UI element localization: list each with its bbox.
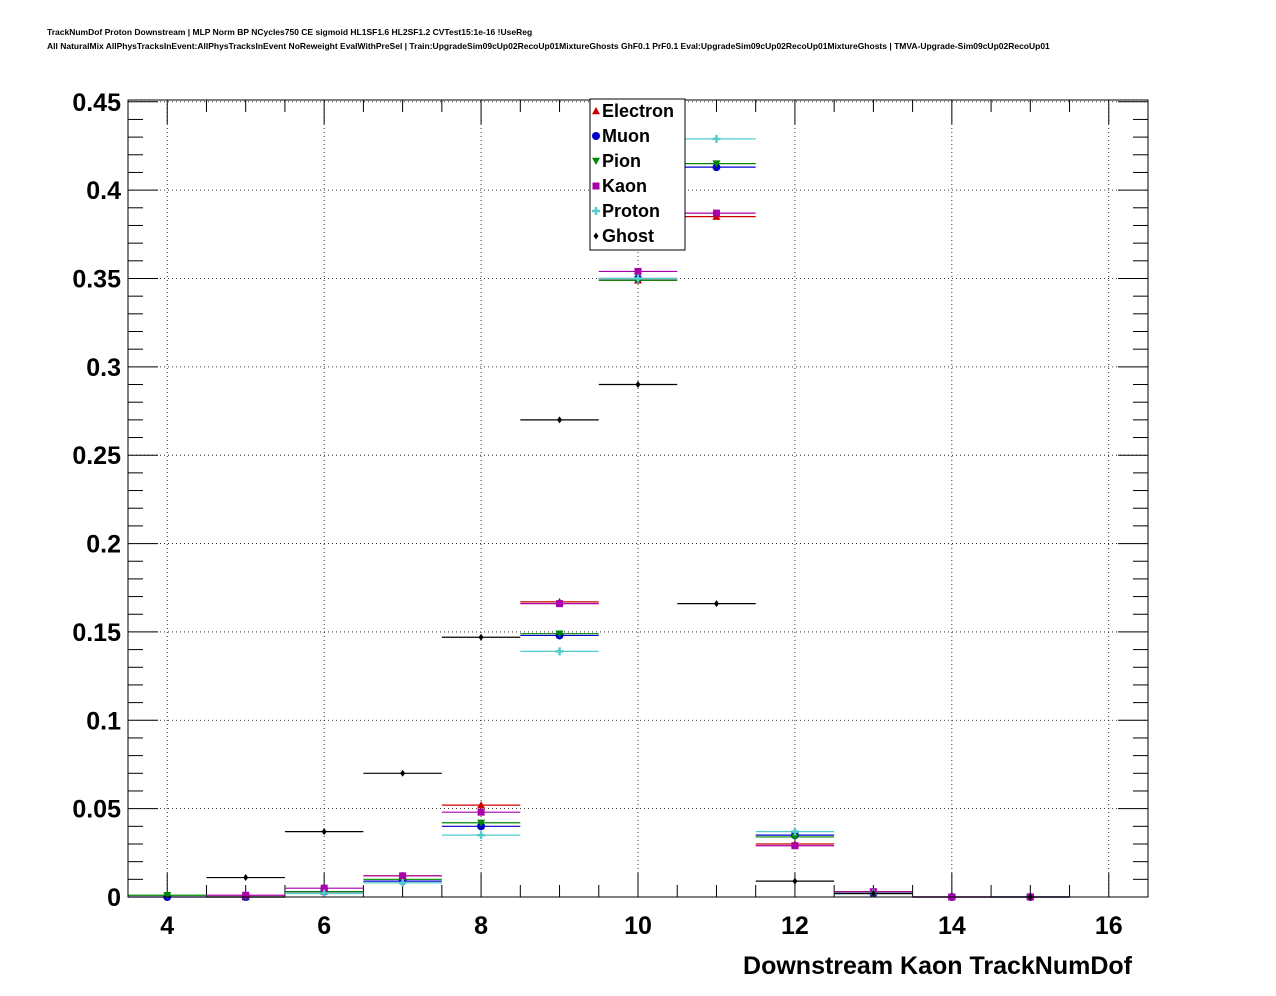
point-marker [477,801,486,809]
y-tick-label: 0.15 [72,619,121,647]
point-marker [592,157,600,165]
axis-ticks [128,100,1148,898]
point-marker [321,828,327,836]
legend-label: Electron [602,101,674,121]
y-tick-label: 0 [107,884,121,912]
y-tick-label: 0.05 [72,796,121,824]
y-tick-label: 0.3 [86,354,121,382]
x-tick-label: 4 [160,912,174,940]
y-tick-label: 0.2 [86,531,121,559]
x-tick-label: 6 [317,912,331,940]
y-tick-label: 0.45 [72,89,121,117]
x-tick-label: 10 [624,912,652,940]
point-marker [790,833,799,841]
x-tick-label: 14 [938,912,966,940]
legend-entry-proton: Proton [592,201,660,221]
point-marker [592,182,600,190]
legend-label: Kaon [602,176,647,196]
x-tick-label: 16 [1095,912,1123,940]
chart-title-line-1: TrackNumDof Proton Downstream | MLP Norm… [47,27,533,37]
point-marker [713,600,719,608]
legend-label: Muon [602,126,650,146]
legend-entry-electron: Electron [592,101,674,121]
point-marker [712,160,721,168]
point-marker [556,600,564,608]
legend-label: Pion [602,151,641,171]
point-marker [478,633,484,641]
point-marker [400,769,406,777]
x-tick-label: 8 [474,912,488,940]
legend-box [589,98,686,251]
point-marker [477,819,486,827]
point-marker [792,877,798,885]
y-tick-label: 0.1 [86,707,121,735]
legend: Electron Muon Pion Kaon Proton Ghost [589,98,686,251]
point-marker [555,630,564,638]
legend-entry-pion: Pion [592,151,641,171]
point-marker [593,232,599,240]
series-muon [128,163,1070,901]
y-tick-label: 0.25 [72,442,121,470]
point-marker [399,872,407,880]
point-marker [634,267,642,275]
legend-label: Ghost [602,226,654,246]
point-marker [557,416,563,424]
point-marker [791,842,799,850]
point-marker [242,891,250,899]
point-marker [163,892,172,900]
x-tick-label: 12 [781,912,809,940]
point-marker [592,107,600,115]
point-marker [635,381,641,389]
legend-entry-kaon: Kaon [592,176,647,196]
series-ghost [206,381,1070,901]
legend-entry-ghost: Ghost [593,226,654,246]
legend-entry-muon: Muon [592,126,650,146]
x-axis-title: Downstream Kaon TrackNumDof [743,952,1133,980]
tick-labels: 4 6 8 10 12 14 16 0 0.05 0.1 0.15 0.2 0.25 0.3 0.35 0.4… [72,89,1122,940]
point-marker [243,874,249,882]
point-marker [592,132,600,140]
point-marker [870,889,876,897]
grid [128,100,1148,897]
point-marker [712,209,720,217]
y-tick-label: 0.35 [72,265,121,293]
point-marker [477,808,485,816]
point-marker [320,884,328,892]
y-tick-label: 0.4 [86,177,121,205]
legend-label: Proton [602,201,660,221]
chart-title-line-2: All NaturalMix AllPhysTracksInEvent:AllP… [47,41,1050,51]
